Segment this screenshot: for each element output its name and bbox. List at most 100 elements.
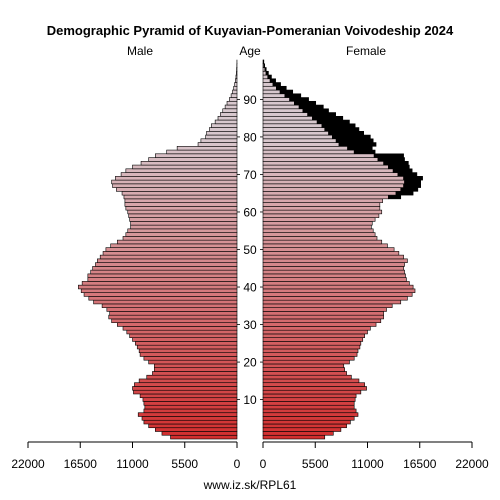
male-x-tick-label-3: 5500: [171, 457, 198, 471]
male-bar-age-65: [121, 191, 238, 196]
male-bar-age-48: [99, 254, 238, 260]
female-bar-age-87: [262, 108, 304, 113]
female-bar-age-40: [262, 284, 414, 290]
female-excess-bar-age-71: [392, 168, 413, 173]
female-bar-age-85: [262, 115, 313, 121]
male-bar-age-92: [232, 89, 238, 95]
male-bar-age-49: [102, 251, 238, 256]
female-bar-age-48: [262, 254, 404, 260]
male-bar-age-19: [154, 363, 238, 369]
female-bar-age-17: [262, 371, 347, 376]
male-bar-age-21: [143, 356, 238, 361]
female-bar-age-3: [262, 423, 347, 429]
female-bar-age-67: [262, 183, 404, 188]
female-bar-age-71: [262, 168, 394, 173]
male-bar-age-55: [127, 228, 238, 233]
male-bar-age-16: [146, 374, 238, 380]
female-excess-bar-age-86: [307, 112, 336, 117]
male-x-tick-label-4: 0: [234, 457, 241, 471]
age-header: Age: [239, 44, 261, 58]
female-bar-age-32: [262, 314, 384, 320]
female-bar-age-33: [262, 311, 384, 316]
age-tick-label-30: 30: [243, 318, 257, 332]
male-bar-age-54: [125, 232, 238, 237]
male-bar-age-30: [117, 322, 238, 327]
male-bar-age-67: [112, 183, 238, 188]
female-bar-age-29: [262, 326, 371, 331]
female-excess-bar-age-76: [353, 149, 376, 155]
male-bar-age-38: [83, 292, 238, 297]
age-tick-label-40: 40: [243, 281, 257, 295]
male-bar-age-64: [123, 194, 238, 200]
male-bar-age-89: [226, 100, 238, 106]
male-bar-age-18: [154, 367, 238, 372]
male-bar-age-81: [206, 130, 238, 136]
female-excess-bar-age-94: [272, 82, 281, 87]
female-bar-age-44: [262, 269, 405, 275]
female-bar-age-56: [262, 224, 372, 230]
female-bar-age-38: [262, 292, 413, 297]
male-bar-age-35: [101, 303, 238, 308]
male-bar-age-93: [233, 85, 238, 91]
male-x-tick-label-1: 16500: [64, 457, 98, 471]
male-bar-age-41: [81, 281, 238, 286]
female-bar-age-50: [262, 247, 395, 252]
female-bar-age-54: [262, 232, 376, 237]
male-bar-age-7: [143, 408, 238, 414]
male-x-tick-label-2: 11000: [116, 457, 149, 471]
female-bar-age-59: [262, 213, 380, 218]
bars-group: [78, 59, 423, 440]
female-bar-age-96: [262, 74, 269, 80]
female-excess-bar-age-99: [263, 63, 266, 68]
male-bar-age-0: [170, 434, 238, 440]
female-bar-age-65: [262, 191, 397, 196]
female-bar-age-6: [262, 412, 359, 417]
female-excess-bar-age-93: [275, 85, 287, 91]
female-excess-bar-age-74: [377, 157, 405, 162]
female-bar-age-45: [262, 266, 404, 271]
male-bar-age-73: [140, 161, 238, 166]
female-excess-bar-age-81: [328, 130, 364, 136]
female-excess-bar-age-83: [321, 123, 356, 128]
female-bar-age-63: [262, 198, 383, 203]
male-bar-age-15: [138, 378, 238, 384]
female-bar-age-43: [262, 273, 406, 278]
male-bar-age-88: [224, 104, 238, 110]
female-excess-bar-age-79: [335, 138, 374, 143]
female-bar-age-84: [262, 119, 318, 125]
male-bar-age-17: [152, 371, 238, 376]
male-bar-age-52: [117, 239, 238, 245]
age-tick-label-90: 90: [243, 93, 257, 107]
female-bar-age-70: [262, 172, 399, 177]
female-excess-bar-age-96: [267, 74, 272, 80]
male-bar-age-14: [134, 382, 238, 387]
male-bar-age-59: [128, 213, 238, 218]
male-bar-age-40: [78, 284, 238, 290]
female-bar-age-83: [262, 123, 323, 128]
female-bar-age-51: [262, 243, 388, 248]
female-bar-age-74: [262, 157, 379, 162]
age-tick-label-80: 80: [243, 130, 257, 144]
female-bar-age-94: [262, 82, 274, 87]
female-bar-age-34: [262, 307, 387, 312]
female-excess-bar-age-69: [403, 176, 423, 181]
male-bar-age-80: [205, 134, 238, 140]
female-bar-age-88: [262, 104, 300, 110]
male-bar-age-87: [222, 108, 238, 113]
female-bar-age-27: [262, 333, 365, 338]
female-bar-age-86: [262, 112, 308, 117]
female-excess-bar-age-70: [397, 172, 418, 177]
male-bar-age-20: [148, 359, 238, 365]
female-bar-age-79: [262, 138, 337, 143]
male-bar-age-63: [124, 198, 238, 203]
male-bar-age-78: [197, 142, 238, 147]
female-excess-bar-age-67: [403, 183, 422, 188]
female-bar-age-66: [262, 187, 402, 192]
female-bar-age-64: [262, 194, 389, 200]
female-excess-bar-age-78: [338, 142, 377, 147]
male-bar-age-12: [133, 389, 238, 395]
female-bar-age-78: [262, 142, 340, 147]
male-bar-age-26: [132, 337, 238, 342]
female-x-tick-label-1: 5500: [302, 457, 329, 471]
female-excess-bar-age-88: [298, 104, 324, 110]
